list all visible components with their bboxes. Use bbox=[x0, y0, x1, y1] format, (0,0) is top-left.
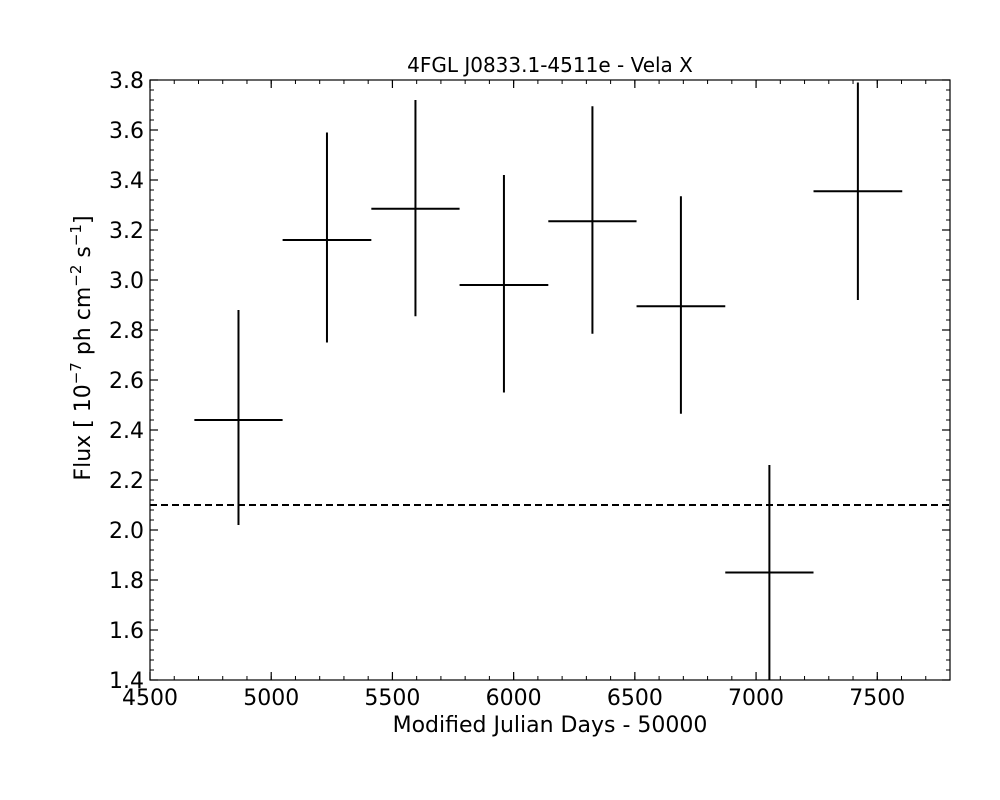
x-tick-label: 6500 bbox=[607, 686, 663, 711]
y-tick-label: 2.0 bbox=[109, 519, 144, 544]
x-tick-label: 5500 bbox=[364, 686, 420, 711]
major-ticks bbox=[149, 79, 950, 681]
y-tick-label: 2.8 bbox=[109, 319, 144, 344]
y-tick-label: 3.6 bbox=[109, 119, 144, 144]
data-point bbox=[725, 465, 814, 680]
y-tick-label: 3.4 bbox=[109, 169, 144, 194]
data-points bbox=[194, 82, 903, 680]
data-point bbox=[813, 82, 903, 300]
y-axis-label: Flux [ 10−7 ph cm−2 s−1] bbox=[67, 215, 96, 480]
data-point bbox=[459, 175, 549, 393]
y-label-suffix: ] bbox=[71, 215, 96, 224]
chart-title: 4FGL J0833.1-4511e - Vela X bbox=[407, 53, 693, 77]
y-label-mid: ph cm bbox=[71, 287, 96, 362]
x-tick-label: 7500 bbox=[849, 686, 905, 711]
x-tick-label: 7000 bbox=[728, 686, 784, 711]
y-label-exp1: −7 bbox=[67, 362, 85, 384]
y-tick-label: 1.8 bbox=[109, 569, 144, 594]
data-point bbox=[194, 310, 283, 525]
data-point bbox=[371, 100, 460, 317]
y-tick-label: 3.0 bbox=[109, 269, 144, 294]
y-tick-labels: 1.4 1.6 1.8 2.0 2.2 2.4 2.6 2.8 3.0 3.2 3.4 3.6 3.8 bbox=[109, 69, 144, 694]
x-tick-label: 4500 bbox=[122, 686, 178, 711]
y-label-mid2: s bbox=[71, 246, 96, 264]
data-point bbox=[548, 106, 637, 334]
y-tick-label: 2.2 bbox=[109, 469, 144, 494]
y-tick-label: 1.6 bbox=[109, 619, 144, 644]
x-tick-labels: 4500 5000 5500 6000 6500 7000 7500 bbox=[122, 686, 905, 711]
y-tick-label: 1.4 bbox=[109, 669, 144, 694]
minor-ticks bbox=[149, 79, 951, 681]
y-tick-label: 3.8 bbox=[109, 69, 144, 94]
plot-frame bbox=[149, 79, 951, 681]
y-label-exp3: −1 bbox=[67, 224, 85, 246]
y-label-exp2: −2 bbox=[67, 265, 85, 287]
x-axis-label: Modified Julian Days - 50000 bbox=[393, 713, 708, 738]
x-tick-label: 5000 bbox=[243, 686, 299, 711]
data-point bbox=[282, 132, 372, 343]
y-label-prefix: Flux [ 10 bbox=[71, 384, 96, 480]
y-tick-label: 2.6 bbox=[109, 369, 144, 394]
data-point bbox=[636, 196, 726, 414]
y-tick-label: 2.4 bbox=[109, 419, 144, 444]
y-tick-label: 3.2 bbox=[109, 219, 144, 244]
x-tick-label: 6000 bbox=[486, 686, 542, 711]
